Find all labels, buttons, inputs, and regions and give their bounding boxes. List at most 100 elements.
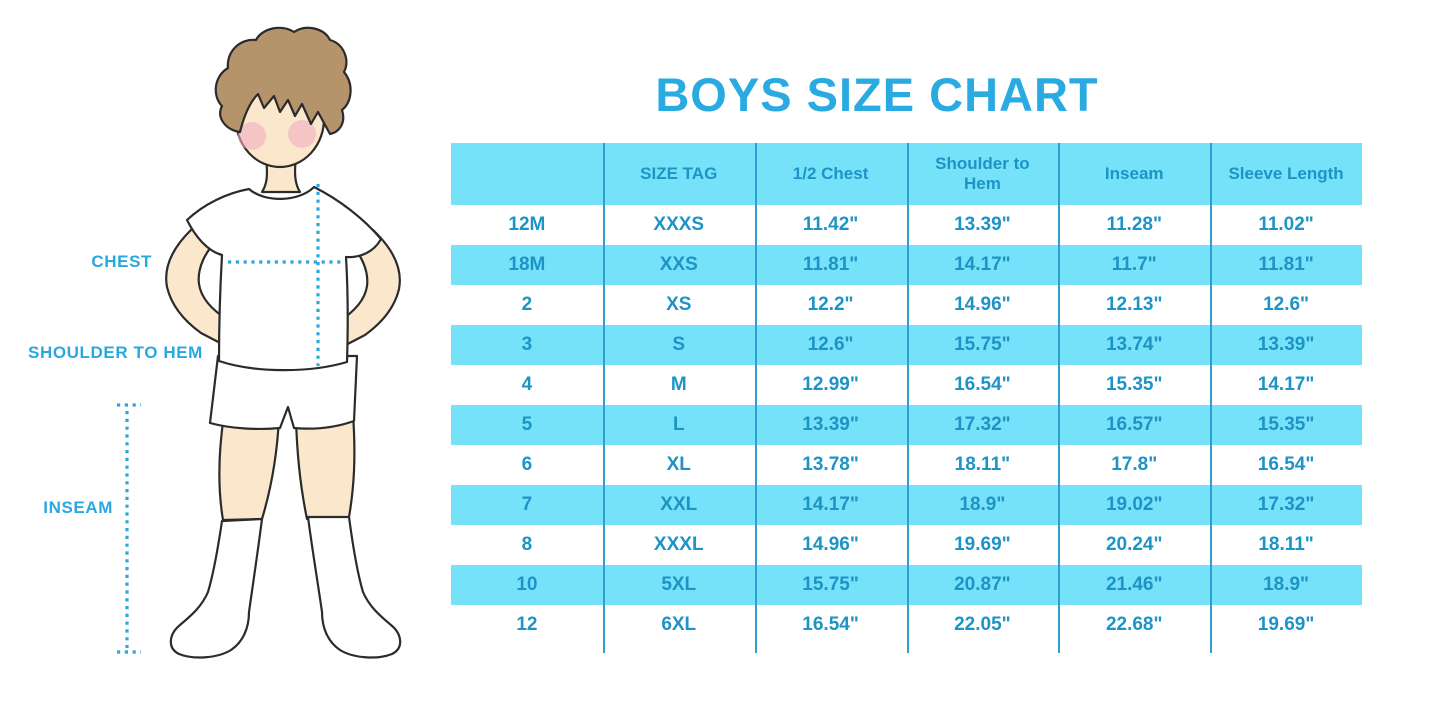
measurement-cell: 18.11": [1258, 534, 1314, 555]
boy-leg-right: [294, 412, 356, 521]
measurement-cell: XXXS: [653, 214, 705, 235]
measurement-cell: 11.02": [1258, 214, 1314, 235]
measurement-cell: XS: [666, 294, 692, 315]
measurement-cell: 16.57": [1058, 405, 1211, 445]
size-table: SIZE TAG 1/2 Chest Shoulder to Hem Inseam Sl…: [451, 143, 1362, 655]
measurement-cell: 11.28": [1106, 214, 1162, 235]
measurement-cell: 14.96": [954, 294, 1011, 315]
measurement-cell: 19.69": [1257, 614, 1315, 635]
measurement-cell: 17.8": [1111, 454, 1158, 475]
boy-sock-right: [306, 515, 402, 659]
inseam-measure-line: [117, 403, 141, 654]
measurement-cell: 12.2": [807, 294, 854, 315]
measurement-cell: XL: [666, 454, 691, 475]
table-row: 10 5XL 15.75" 20.87" 21.46" 18.9": [451, 565, 1362, 605]
measurement-cell: 19.69": [954, 534, 1011, 555]
measurement-cell: 15.75": [906, 325, 1059, 365]
row-label-header: [451, 143, 603, 205]
boy-illustration: [117, 26, 402, 659]
measurement-cell: S: [602, 325, 755, 365]
measurement-cell: 20.24": [1105, 534, 1163, 555]
measurement-cell: 11.7": [1058, 245, 1211, 285]
size-cell: 12: [516, 614, 538, 635]
measurement-cell: 5XL: [602, 565, 755, 605]
size-cell: 8: [521, 534, 533, 555]
column-divider-line: [907, 143, 909, 653]
boy-hair: [214, 26, 352, 136]
measurement-cell: XXL: [602, 485, 755, 525]
measurement-cell: 16.54": [954, 374, 1011, 395]
chest-label: CHEST: [91, 252, 152, 271]
page-title: BOYS SIZE CHART: [655, 68, 1099, 122]
measurement-cell: 14.96": [802, 534, 859, 555]
measurement-cell: 20.87": [906, 565, 1059, 605]
measurement-cell: 12.13": [1105, 294, 1163, 315]
column-header: 1/2 Chest: [754, 143, 907, 205]
measurement-cell: 13.78": [802, 454, 859, 475]
measurement-cell: 15.75": [754, 565, 907, 605]
size-cell: 5: [451, 405, 603, 445]
size-cell: 10: [451, 565, 603, 605]
measurement-cell: 14.17": [754, 485, 907, 525]
column-divider-line: [1210, 143, 1212, 653]
measurement-cell: M: [670, 374, 687, 395]
size-cell: 3: [451, 325, 603, 365]
table-row: 6 XL 13.78" 18.11" 17.8" 16.54": [451, 445, 1362, 485]
measurement-cell: 11.81": [754, 245, 907, 285]
measurement-cell: 12.99": [802, 374, 859, 395]
measurement-cell: 13.74": [1058, 325, 1211, 365]
boy-shorts: [208, 354, 359, 431]
measurement-cell: 16.54": [802, 614, 859, 635]
inseam-label: INSEAM: [43, 498, 113, 517]
measurement-cell: 13.39": [954, 214, 1011, 235]
boy-leg-left: [218, 413, 281, 522]
boy-blush-left: [238, 122, 266, 150]
size-cell: 6: [521, 454, 533, 475]
measurement-cell: L: [602, 405, 755, 445]
table-row: 5 L 13.39" 17.32" 16.57" 15.35": [451, 405, 1362, 445]
column-divider-line: [603, 143, 605, 653]
table-row: 3 S 12.6" 15.75" 13.74" 13.39": [451, 325, 1362, 365]
measurement-cell: 17.32": [906, 405, 1059, 445]
table-row: 4 M 12.99" 16.54" 15.35" 14.17": [451, 365, 1362, 405]
column-header: Inseam: [1058, 143, 1211, 205]
boy-shirt: [185, 185, 383, 372]
column-divider-line: [755, 143, 757, 653]
measurement-cell: 13.39": [1210, 325, 1362, 365]
measurement-cell: 15.35": [1105, 374, 1163, 395]
measurement-cell: XXXL: [653, 534, 704, 555]
measurement-cell: 22.68": [1105, 614, 1163, 635]
measurement-cell: 11.81": [1210, 245, 1362, 285]
table-row: 2 XS 12.2" 14.96" 12.13" 12.6": [451, 285, 1362, 325]
measurement-cell: 18.9": [906, 485, 1059, 525]
measurement-cell: 11.42": [802, 214, 859, 235]
size-cell: 2: [521, 294, 533, 315]
measurement-cell: 12.6": [754, 325, 907, 365]
header-row: SIZE TAG 1/2 Chest Shoulder to Hem Inseam Sl…: [451, 143, 1362, 205]
column-header: SIZE TAG: [602, 143, 755, 205]
size-cell: 18M: [451, 245, 603, 285]
boy-blush-right: [288, 120, 316, 148]
measurement-cell: 14.17": [1257, 374, 1315, 395]
table-row: 7 XXL 14.17" 18.9" 19.02" 17.32": [451, 485, 1362, 525]
measurement-cell: 18.9": [1210, 565, 1362, 605]
column-header: Sleeve Length: [1210, 143, 1362, 205]
size-table-element: SIZE TAG 1/2 Chest Shoulder to Hem Inseam Sl…: [451, 143, 1362, 645]
measurement-figure: CHEST SHOULDER TO HEM INSEAM: [0, 0, 450, 723]
measurement-cell: 14.17": [906, 245, 1059, 285]
table-row: 18M XXS 11.81" 14.17" 11.7" 11.81": [451, 245, 1362, 285]
measurement-cell: XXS: [602, 245, 755, 285]
measurement-cell: 12.6": [1263, 294, 1310, 315]
table-row: 12 6XL 16.54" 22.05" 22.68" 19.69": [451, 605, 1362, 645]
measurement-cell: 6XL: [661, 614, 697, 635]
measurement-cell: 16.54": [1257, 454, 1315, 475]
measurement-cell: 18.11": [954, 454, 1011, 475]
measurement-cell: 13.39": [754, 405, 907, 445]
boy-sock-left: [169, 517, 264, 659]
size-cell: 7: [451, 485, 603, 525]
shoulder-to-hem-label: SHOULDER TO HEM: [28, 343, 203, 362]
size-cell: 12M: [508, 214, 546, 235]
table-row: 12M XXXS 11.42" 13.39" 11.28" 11.02": [451, 205, 1362, 245]
column-divider-line: [1058, 143, 1060, 653]
